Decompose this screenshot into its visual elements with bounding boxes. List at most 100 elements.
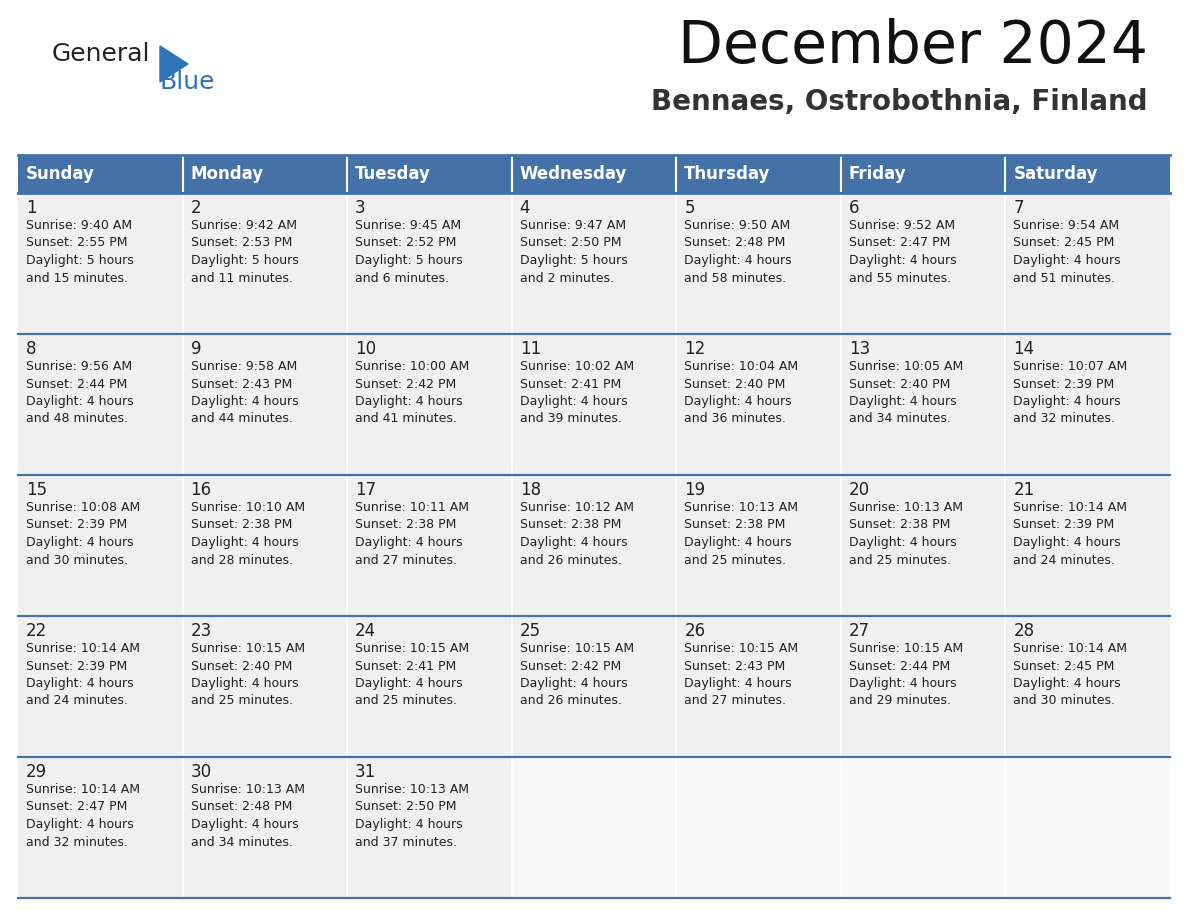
Text: 6: 6 <box>849 199 859 217</box>
Text: Sunrise: 9:50 AM
Sunset: 2:48 PM
Daylight: 4 hours
and 58 minutes.: Sunrise: 9:50 AM Sunset: 2:48 PM Dayligh… <box>684 219 792 285</box>
Text: 5: 5 <box>684 199 695 217</box>
Bar <box>841 616 1005 757</box>
Text: 20: 20 <box>849 481 870 499</box>
Text: Sunrise: 10:05 AM
Sunset: 2:40 PM
Daylight: 4 hours
and 34 minutes.: Sunrise: 10:05 AM Sunset: 2:40 PM Daylig… <box>849 360 963 426</box>
Bar <box>18 155 183 193</box>
Text: Sunrise: 9:56 AM
Sunset: 2:44 PM
Daylight: 4 hours
and 48 minutes.: Sunrise: 9:56 AM Sunset: 2:44 PM Dayligh… <box>26 360 133 426</box>
Bar <box>676 616 841 757</box>
Text: 29: 29 <box>26 763 48 781</box>
Text: 24: 24 <box>355 622 377 640</box>
Text: Blue: Blue <box>160 70 215 94</box>
Bar <box>512 475 676 616</box>
Text: 2: 2 <box>190 199 201 217</box>
Text: Sunrise: 10:13 AM
Sunset: 2:48 PM
Daylight: 4 hours
and 34 minutes.: Sunrise: 10:13 AM Sunset: 2:48 PM Daylig… <box>190 783 304 848</box>
Bar <box>841 757 1005 898</box>
Text: December 2024: December 2024 <box>678 18 1148 75</box>
Text: Sunrise: 10:14 AM
Sunset: 2:47 PM
Daylight: 4 hours
and 32 minutes.: Sunrise: 10:14 AM Sunset: 2:47 PM Daylig… <box>26 783 140 848</box>
Text: Sunrise: 9:47 AM
Sunset: 2:50 PM
Daylight: 5 hours
and 2 minutes.: Sunrise: 9:47 AM Sunset: 2:50 PM Dayligh… <box>519 219 627 285</box>
Text: 4: 4 <box>519 199 530 217</box>
Text: 15: 15 <box>26 481 48 499</box>
Text: Sunrise: 10:10 AM
Sunset: 2:38 PM
Daylight: 4 hours
and 28 minutes.: Sunrise: 10:10 AM Sunset: 2:38 PM Daylig… <box>190 501 304 566</box>
Text: 25: 25 <box>519 622 541 640</box>
Text: Sunrise: 10:13 AM
Sunset: 2:38 PM
Daylight: 4 hours
and 25 minutes.: Sunrise: 10:13 AM Sunset: 2:38 PM Daylig… <box>684 501 798 566</box>
Text: 27: 27 <box>849 622 870 640</box>
Bar <box>183 475 347 616</box>
Bar <box>347 193 512 334</box>
Text: 8: 8 <box>26 340 37 358</box>
Text: Sunrise: 10:14 AM
Sunset: 2:39 PM
Daylight: 4 hours
and 24 minutes.: Sunrise: 10:14 AM Sunset: 2:39 PM Daylig… <box>26 642 140 708</box>
Text: 26: 26 <box>684 622 706 640</box>
Text: Sunrise: 10:13 AM
Sunset: 2:50 PM
Daylight: 4 hours
and 37 minutes.: Sunrise: 10:13 AM Sunset: 2:50 PM Daylig… <box>355 783 469 848</box>
Text: Sunrise: 10:07 AM
Sunset: 2:39 PM
Daylight: 4 hours
and 32 minutes.: Sunrise: 10:07 AM Sunset: 2:39 PM Daylig… <box>1013 360 1127 426</box>
Bar <box>676 334 841 475</box>
Text: Sunrise: 10:15 AM
Sunset: 2:40 PM
Daylight: 4 hours
and 25 minutes.: Sunrise: 10:15 AM Sunset: 2:40 PM Daylig… <box>190 642 304 708</box>
Bar <box>512 757 676 898</box>
Text: Sunrise: 10:14 AM
Sunset: 2:45 PM
Daylight: 4 hours
and 30 minutes.: Sunrise: 10:14 AM Sunset: 2:45 PM Daylig… <box>1013 642 1127 708</box>
Bar <box>183 155 347 193</box>
Text: Sunrise: 9:58 AM
Sunset: 2:43 PM
Daylight: 4 hours
and 44 minutes.: Sunrise: 9:58 AM Sunset: 2:43 PM Dayligh… <box>190 360 298 426</box>
Text: 17: 17 <box>355 481 377 499</box>
Bar <box>841 475 1005 616</box>
Text: 21: 21 <box>1013 481 1035 499</box>
Bar <box>841 193 1005 334</box>
Text: Friday: Friday <box>849 165 906 183</box>
Text: Tuesday: Tuesday <box>355 165 431 183</box>
Text: Sunrise: 9:52 AM
Sunset: 2:47 PM
Daylight: 4 hours
and 55 minutes.: Sunrise: 9:52 AM Sunset: 2:47 PM Dayligh… <box>849 219 956 285</box>
Text: 28: 28 <box>1013 622 1035 640</box>
Text: 9: 9 <box>190 340 201 358</box>
Bar <box>1005 334 1170 475</box>
Text: Sunrise: 9:54 AM
Sunset: 2:45 PM
Daylight: 4 hours
and 51 minutes.: Sunrise: 9:54 AM Sunset: 2:45 PM Dayligh… <box>1013 219 1121 285</box>
Text: Sunrise: 9:42 AM
Sunset: 2:53 PM
Daylight: 5 hours
and 11 minutes.: Sunrise: 9:42 AM Sunset: 2:53 PM Dayligh… <box>190 219 298 285</box>
Text: Sunrise: 10:00 AM
Sunset: 2:42 PM
Daylight: 4 hours
and 41 minutes.: Sunrise: 10:00 AM Sunset: 2:42 PM Daylig… <box>355 360 469 426</box>
Bar <box>1005 475 1170 616</box>
Text: 11: 11 <box>519 340 541 358</box>
Text: 14: 14 <box>1013 340 1035 358</box>
Bar <box>183 193 347 334</box>
Bar <box>841 155 1005 193</box>
Text: Bennaes, Ostrobothnia, Finland: Bennaes, Ostrobothnia, Finland <box>651 88 1148 116</box>
Polygon shape <box>160 46 188 82</box>
Bar <box>347 155 512 193</box>
Text: Saturday: Saturday <box>1013 165 1098 183</box>
Bar <box>1005 616 1170 757</box>
Text: Sunrise: 10:11 AM
Sunset: 2:38 PM
Daylight: 4 hours
and 27 minutes.: Sunrise: 10:11 AM Sunset: 2:38 PM Daylig… <box>355 501 469 566</box>
Text: Sunrise: 10:15 AM
Sunset: 2:41 PM
Daylight: 4 hours
and 25 minutes.: Sunrise: 10:15 AM Sunset: 2:41 PM Daylig… <box>355 642 469 708</box>
Text: Sunrise: 10:15 AM
Sunset: 2:42 PM
Daylight: 4 hours
and 26 minutes.: Sunrise: 10:15 AM Sunset: 2:42 PM Daylig… <box>519 642 634 708</box>
Text: Sunrise: 10:02 AM
Sunset: 2:41 PM
Daylight: 4 hours
and 39 minutes.: Sunrise: 10:02 AM Sunset: 2:41 PM Daylig… <box>519 360 634 426</box>
Text: 1: 1 <box>26 199 37 217</box>
Text: 18: 18 <box>519 481 541 499</box>
Bar <box>676 155 841 193</box>
Text: 3: 3 <box>355 199 366 217</box>
Text: Sunrise: 10:04 AM
Sunset: 2:40 PM
Daylight: 4 hours
and 36 minutes.: Sunrise: 10:04 AM Sunset: 2:40 PM Daylig… <box>684 360 798 426</box>
Text: 16: 16 <box>190 481 211 499</box>
Text: Sunrise: 9:45 AM
Sunset: 2:52 PM
Daylight: 5 hours
and 6 minutes.: Sunrise: 9:45 AM Sunset: 2:52 PM Dayligh… <box>355 219 463 285</box>
Text: 10: 10 <box>355 340 377 358</box>
Bar <box>183 334 347 475</box>
Text: 13: 13 <box>849 340 870 358</box>
Bar <box>676 757 841 898</box>
Text: 22: 22 <box>26 622 48 640</box>
Text: Wednesday: Wednesday <box>519 165 627 183</box>
Bar <box>1005 155 1170 193</box>
Text: 23: 23 <box>190 622 211 640</box>
Text: Monday: Monday <box>190 165 264 183</box>
Bar <box>18 334 183 475</box>
Bar <box>183 757 347 898</box>
Text: Sunrise: 10:15 AM
Sunset: 2:43 PM
Daylight: 4 hours
and 27 minutes.: Sunrise: 10:15 AM Sunset: 2:43 PM Daylig… <box>684 642 798 708</box>
Bar <box>1005 757 1170 898</box>
Text: Sunday: Sunday <box>26 165 95 183</box>
Text: Sunrise: 10:08 AM
Sunset: 2:39 PM
Daylight: 4 hours
and 30 minutes.: Sunrise: 10:08 AM Sunset: 2:39 PM Daylig… <box>26 501 140 566</box>
Bar <box>18 475 183 616</box>
Bar <box>347 757 512 898</box>
Bar <box>347 334 512 475</box>
Text: Thursday: Thursday <box>684 165 771 183</box>
Bar <box>18 193 183 334</box>
Bar <box>18 616 183 757</box>
Bar <box>512 155 676 193</box>
Bar <box>347 616 512 757</box>
Bar <box>512 193 676 334</box>
Bar <box>18 757 183 898</box>
Text: Sunrise: 10:14 AM
Sunset: 2:39 PM
Daylight: 4 hours
and 24 minutes.: Sunrise: 10:14 AM Sunset: 2:39 PM Daylig… <box>1013 501 1127 566</box>
Bar <box>512 616 676 757</box>
Bar <box>841 334 1005 475</box>
